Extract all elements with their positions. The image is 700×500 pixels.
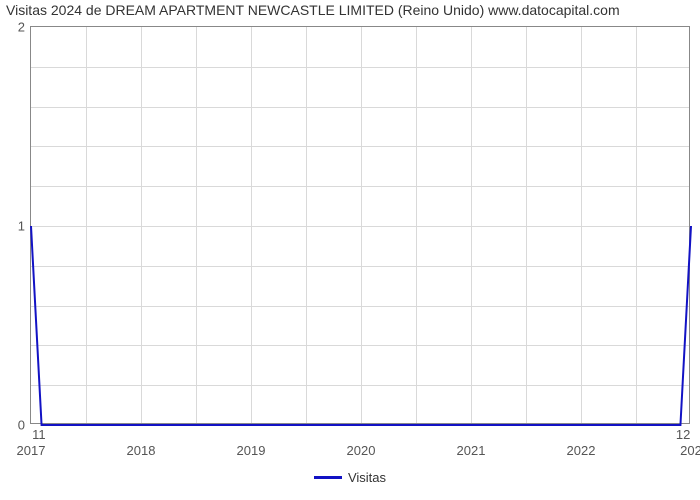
- x-tick-label: 2017: [17, 443, 46, 458]
- legend-swatch: [314, 476, 342, 479]
- x-tick-label: 2021: [457, 443, 486, 458]
- y-tick-label: 0: [18, 418, 25, 433]
- y-tick-label: 1: [18, 219, 25, 234]
- legend: Visitas: [0, 470, 700, 485]
- x-tick-label: 2022: [567, 443, 596, 458]
- chart-title-url: www.datocapital.com: [488, 2, 620, 18]
- x-tick-label: 2020: [347, 443, 376, 458]
- x-tick-label: 2019: [237, 443, 266, 458]
- x-tick-label: 202: [680, 443, 700, 458]
- plot-area: 0122017201820192020202120222021112: [30, 26, 690, 424]
- chart-title-text: Visitas 2024 de DREAM APARTMENT NEWCASTL…: [6, 2, 488, 18]
- legend-label: Visitas: [348, 470, 386, 485]
- chart-title: Visitas 2024 de DREAM APARTMENT NEWCASTL…: [6, 2, 694, 18]
- chart-container: Visitas 2024 de DREAM APARTMENT NEWCASTL…: [0, 0, 700, 500]
- y-tick-label: 2: [18, 20, 25, 35]
- inner-x-label-right: 12: [676, 427, 690, 442]
- inner-x-label-left: 11: [32, 427, 46, 442]
- x-tick-label: 2018: [127, 443, 156, 458]
- series-line: [31, 27, 691, 425]
